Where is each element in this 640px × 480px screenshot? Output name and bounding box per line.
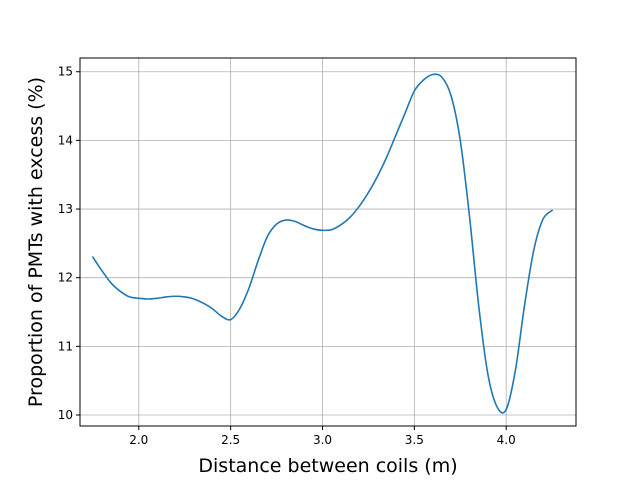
x-tick-label: 4.0 xyxy=(497,433,516,447)
y-tick-label: 12 xyxy=(58,271,73,285)
x-tick-label: 2.0 xyxy=(129,433,148,447)
y-tick-label: 13 xyxy=(58,202,73,216)
y-tick-label: 10 xyxy=(58,408,73,422)
x-tick-label: 3.0 xyxy=(313,433,332,447)
y-tick-label: 15 xyxy=(58,65,73,79)
x-axis-title: Distance between coils (m) xyxy=(198,455,457,477)
y-tick-label: 14 xyxy=(58,133,73,147)
plot-frame xyxy=(79,57,577,427)
tick-layer: 2.0 2.5 3.0 3.5 4.0 10 11 12 13 14 15 xyxy=(58,65,516,447)
x-tick-label: 3.5 xyxy=(405,433,424,447)
y-axis-title: Proportion of PMTs with excess (%) xyxy=(25,77,47,407)
y-tick-label: 11 xyxy=(58,339,73,353)
series-line xyxy=(92,73,553,414)
x-tick-label: 2.5 xyxy=(221,433,240,447)
series-layer xyxy=(92,73,553,414)
grid-layer xyxy=(80,58,576,426)
